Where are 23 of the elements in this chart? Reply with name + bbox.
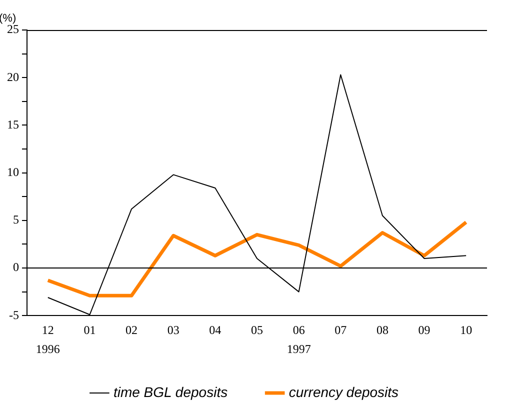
y-tick-label: 15 — [7, 117, 19, 132]
x-tick-label: 12 — [42, 322, 54, 337]
y-tick-label: 25 — [7, 22, 19, 36]
y-tick-label: 0 — [13, 260, 19, 274]
x-tick-label: 03 — [167, 322, 180, 337]
y-axis-title: (%) — [0, 12, 16, 25]
x-tick-label: 06 — [292, 322, 305, 337]
x-tick-label: 08 — [376, 322, 388, 337]
x-tick-label: 04 — [209, 322, 222, 337]
text: 1997 — [286, 342, 311, 356]
y-tick-label: 20 — [7, 70, 19, 84]
x-tick-label: 01 — [84, 322, 96, 337]
x-tick-label: 05 — [251, 322, 263, 337]
x-tick-label: 09 — [418, 322, 430, 337]
x-tick-label: 07 — [334, 322, 347, 337]
legend-label: time BGL deposits — [113, 384, 228, 400]
x-tick-label: 10 — [460, 322, 472, 337]
x-tick-label: 02 — [126, 322, 138, 337]
y-tick-label: 5 — [13, 212, 19, 227]
text: 1996 — [36, 342, 60, 356]
legend-label: currency deposits — [288, 384, 399, 400]
y-tick-label: 10 — [7, 164, 19, 179]
y-tick-label: -5 — [9, 308, 19, 322]
